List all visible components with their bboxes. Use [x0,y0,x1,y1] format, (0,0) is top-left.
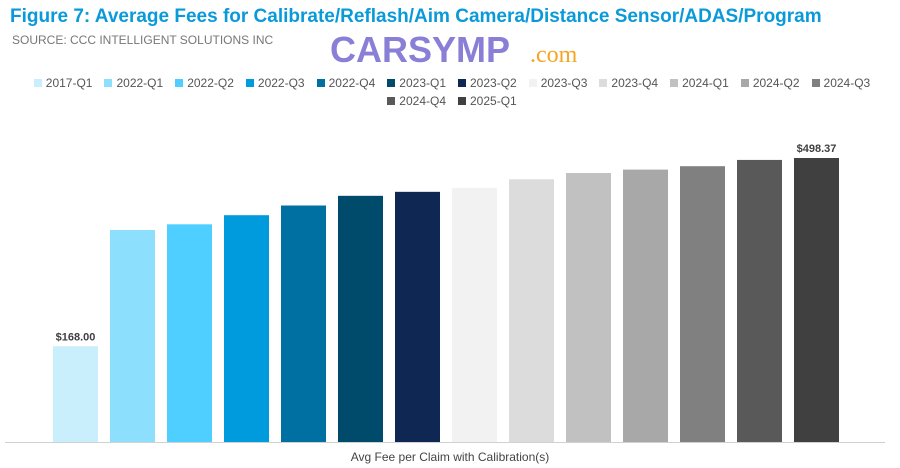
bar-2023-Q1 [338,195,383,442]
legend-label: 2022-Q4 [328,76,376,90]
bar-2024-Q1 [566,173,611,442]
legend-label: 2023-Q4 [611,76,659,90]
legend-label: 2023-Q2 [470,76,517,90]
bar-2022-Q4 [281,205,326,442]
chart-title: Figure 7: Average Fees for Calibrate/Ref… [10,6,822,27]
legend-label: 2023-Q3 [540,76,588,90]
legend-label: 2022-Q2 [187,76,234,90]
legend-swatch [175,79,184,87]
legend-item: 2024-Q1 [670,76,729,90]
legend-swatch [740,79,749,87]
legend-label: 2024-Q2 [752,76,800,90]
legend-label: 2024-Q1 [682,76,729,90]
legend-swatch [316,79,325,87]
bar-2022-Q3 [224,215,269,442]
bar-2023-Q3 [452,187,497,442]
legend-swatch [670,79,679,87]
legend-item: 2023-Q1 [387,76,446,90]
legend-item: 2024-Q4 [387,94,446,108]
legend-swatch [33,79,42,87]
legend-item: 2022-Q2 [175,76,234,90]
bar-2023-Q2 [395,191,440,442]
legend-swatch [599,79,608,87]
bar-2022-Q2 [167,224,212,442]
legend-swatch [387,97,396,105]
legend-item: 2022-Q3 [245,76,305,90]
legend-item: 2017-Q1 [33,76,93,90]
legend-swatch [245,79,254,87]
legend-item: 2023-Q4 [599,76,658,90]
legend-label: 2024-Q3 [823,76,871,90]
legend-item: 2024-Q2 [740,76,800,90]
source-note: SOURCE: CCC INTELLIGENT SOLUTIONS INC [12,33,274,47]
legend-item: 2022-Q4 [316,76,376,90]
legend-item: 2023-Q2 [458,76,517,90]
data-label: $498.37 [797,143,837,155]
legend-label: 2017-Q1 [45,76,93,90]
legend-item: 2024-Q3 [811,76,871,90]
svg-text:CARSYMP: CARSYMP [330,29,510,70]
legend-item: 2023-Q3 [528,76,588,90]
legend-swatch [387,79,396,87]
bar-2024-Q4 [737,159,782,443]
bar-2023-Q4 [509,179,554,442]
legend-label: 2022-Q1 [116,76,164,90]
data-label: $168.00 [56,331,96,343]
legend-swatch [811,79,820,87]
bar-2024-Q3 [680,166,725,443]
legend-swatch [104,79,113,87]
bar-2017-Q1 [53,346,98,442]
bar-2024-Q2 [623,169,668,442]
legend: 2017-Q1 2022-Q1 2022-Q2 2022-Q3 2022-Q4 2023-… [22,76,882,108]
legend-label: 2025-Q1 [470,94,517,108]
legend-swatch [458,79,466,87]
legend-item: 2025-Q1 [458,94,517,108]
legend-swatch [458,97,466,105]
svg-text:.com: .com [530,42,578,68]
bar-2022-Q1 [110,230,155,442]
legend-label: 2022-Q3 [257,76,305,90]
bar-2025-Q1 [794,158,839,442]
legend-label: 2024-Q4 [399,94,446,108]
legend-label: 2023-Q1 [399,76,446,90]
legend-item: 2022-Q1 [104,76,163,90]
x-axis-label: Avg Fee per Claim with Calibration(s) [350,450,550,464]
legend-swatch [528,79,537,87]
carsymp-watermark-logo: CARSYMP .com [330,29,578,70]
